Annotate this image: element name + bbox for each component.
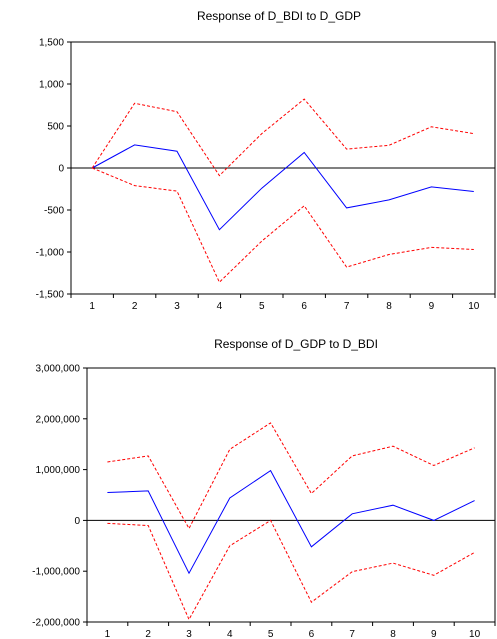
response-line <box>107 469 475 575</box>
lower-band-line <box>92 167 474 284</box>
y-tick-label: 1,500 <box>39 38 64 49</box>
y-tick-label: -2,000,000 <box>32 618 80 629</box>
y-tick-label: -1,000 <box>36 248 65 259</box>
x-tick-label: 2 <box>132 301 138 312</box>
x-tick-label: 4 <box>227 629 233 639</box>
upper-band-line <box>91 98 474 177</box>
x-tick-label: 10 <box>468 301 480 312</box>
chart-title: Response of D_BDI to D_GDP <box>197 9 361 23</box>
y-tick-label: 500 <box>47 122 64 133</box>
x-tick-label: 7 <box>349 629 355 639</box>
x-tick-label: 7 <box>344 301 350 312</box>
x-tick-label: 6 <box>301 301 307 312</box>
x-tick-label: 9 <box>431 629 437 639</box>
y-tick-label: 1,000,000 <box>36 465 81 476</box>
x-tick-label: 8 <box>390 629 396 639</box>
lower-band-line <box>107 519 475 621</box>
plot-area-frame <box>86 367 496 623</box>
x-tick-label: 4 <box>217 301 223 312</box>
chart-bdi-response: Response of D_BDI to D_GDP -1,500 -1,000 -… <box>36 9 496 312</box>
y-tick-label: 2,000,000 <box>36 414 81 425</box>
x-tick-label: 2 <box>145 629 151 639</box>
y-tick-label: -1,000,000 <box>32 567 80 578</box>
upper-band-line <box>107 422 475 530</box>
chart-title: Response of D_GDP to D_BDI <box>214 337 378 351</box>
y-tick-label: -500 <box>44 206 64 217</box>
x-tick-label: 3 <box>186 629 192 639</box>
x-tick-label: 6 <box>309 629 315 639</box>
x-tick-label: 1 <box>105 629 111 639</box>
y-tick-label: 1,000 <box>39 80 64 91</box>
chart-gdp-response: Response of D_GDP to D_BDI -2,000,000 -1,… <box>32 337 496 639</box>
y-tick-label: 0 <box>74 516 80 527</box>
y-tick-label: -1,500 <box>36 290 65 301</box>
y-tick-label: 3,000,000 <box>36 364 81 375</box>
y-tick-label: 0 <box>58 164 64 175</box>
x-tick-label: 10 <box>469 629 481 639</box>
x-tick-label: 8 <box>386 301 392 312</box>
x-tick-label: 9 <box>429 301 435 312</box>
response-line <box>91 144 474 231</box>
x-tick-label: 5 <box>268 629 274 639</box>
x-tick-label: 1 <box>89 301 95 312</box>
x-tick-label: 3 <box>174 301 180 312</box>
x-tick-label: 5 <box>259 301 265 312</box>
